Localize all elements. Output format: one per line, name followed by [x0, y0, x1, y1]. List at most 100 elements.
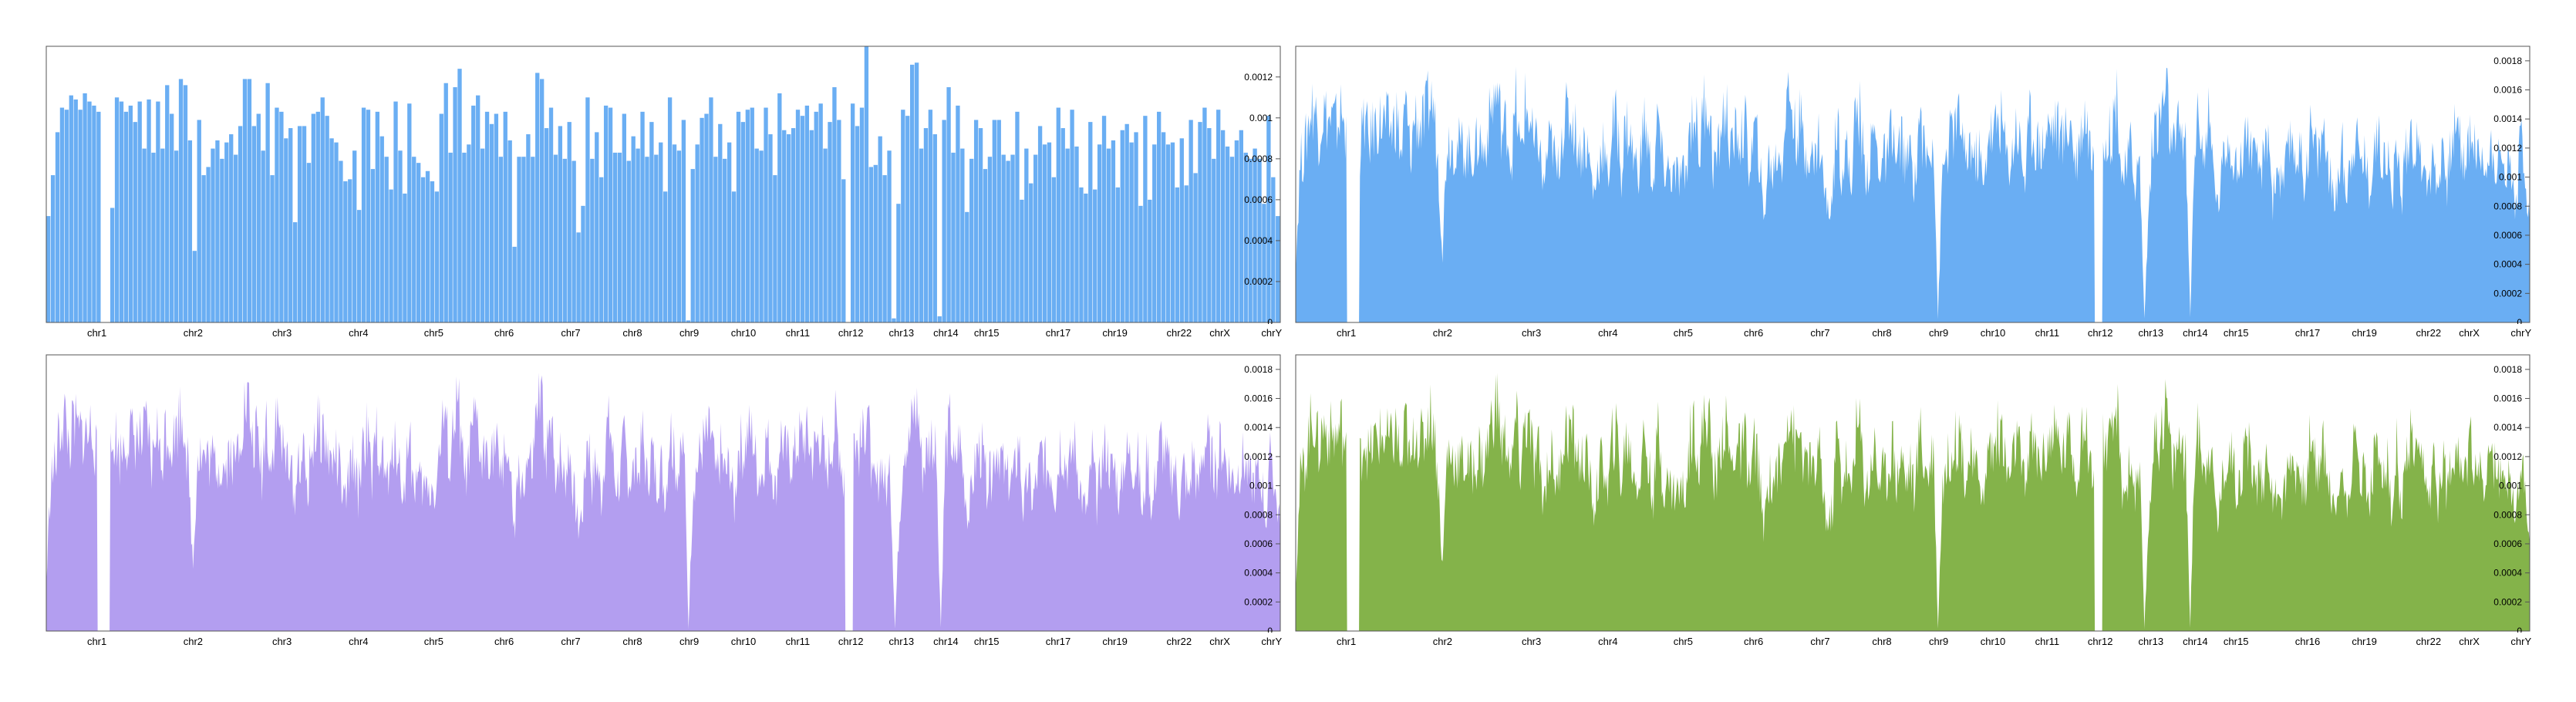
chromosome-label: chr13	[2139, 636, 2164, 647]
plot-frame	[46, 354, 1281, 632]
bar	[389, 189, 393, 322]
bar	[375, 111, 379, 323]
bar	[996, 120, 1001, 322]
bar	[951, 152, 956, 322]
y-tick-label: 0	[1267, 317, 1273, 324]
chromosome-label: chr17	[1046, 327, 1071, 339]
bar	[1165, 144, 1171, 322]
bar	[1148, 199, 1152, 322]
bar	[740, 122, 746, 322]
bar	[1056, 107, 1060, 322]
y-tick-label: 0.0014	[1244, 422, 1273, 433]
bar	[960, 148, 965, 322]
bar	[1111, 140, 1116, 322]
chromosome-label: chrY	[2510, 636, 2531, 647]
bar	[1001, 154, 1006, 322]
bar	[306, 163, 312, 322]
bar	[1161, 132, 1166, 322]
bar	[197, 120, 201, 322]
chromosome-label: chr22	[1167, 327, 1192, 339]
chromosome-label: chr13	[2139, 327, 2164, 339]
bar	[1225, 146, 1230, 322]
bar	[622, 113, 626, 322]
y-tick-label: 0.0018	[2493, 364, 2522, 375]
bar	[480, 148, 485, 322]
bar	[1170, 142, 1175, 322]
bar	[83, 93, 87, 323]
bar	[379, 136, 384, 322]
bar	[279, 111, 284, 323]
bar	[92, 105, 96, 322]
y-tick-label: 0.0008	[2493, 201, 2522, 211]
y-tick-label: 0.001	[1249, 481, 1273, 491]
y-tick-label: 0.0014	[2493, 422, 2522, 433]
bar	[1020, 199, 1024, 322]
bar	[320, 97, 325, 323]
bar	[302, 126, 307, 322]
bar	[548, 107, 554, 322]
bar	[1257, 158, 1262, 322]
chromosome-axis: chr1 chr2 chr3 chr4 chr5 chr6 chr7 chr8 chr9 chr1…	[87, 636, 1283, 647]
bar	[731, 191, 737, 322]
bar	[261, 150, 265, 322]
bar	[892, 318, 896, 322]
bar	[818, 103, 823, 322]
chart-panel-top-left: 0 0.0002 0.0004 0.0006 0.0008 0.001 0.0012 chr…	[45, 45, 1286, 339]
bar	[1060, 128, 1065, 322]
bar	[242, 79, 248, 323]
bar	[709, 97, 713, 323]
bar	[590, 158, 595, 322]
bar	[64, 110, 69, 322]
bar	[393, 101, 398, 322]
y-tick-label: 0.001	[1249, 113, 1273, 123]
chromosome-label: chr7	[561, 327, 580, 339]
bar	[211, 148, 215, 322]
bar	[973, 120, 979, 322]
y-tick-label: 0	[1267, 626, 1273, 633]
chromosome-label: chr19	[1102, 327, 1128, 339]
bar	[795, 110, 801, 322]
plot-frame	[46, 46, 1281, 323]
bar	[1212, 158, 1216, 322]
bar	[471, 105, 476, 322]
chromosome-label: chr14	[2183, 636, 2208, 647]
bar	[603, 105, 609, 322]
y-tick-label: 0.0004	[1244, 235, 1273, 246]
bar	[553, 154, 558, 322]
y-tick-label: 0.0012	[2493, 143, 2522, 154]
bar	[887, 150, 892, 322]
bar	[512, 246, 517, 322]
series-area	[1296, 66, 2530, 322]
bar	[768, 134, 773, 322]
bar	[558, 126, 563, 322]
bar	[686, 320, 690, 322]
plot-frame	[1295, 354, 2530, 632]
bar	[1175, 187, 1180, 322]
bar	[1134, 132, 1138, 322]
bar	[297, 126, 302, 322]
bar	[503, 111, 507, 323]
bar	[201, 175, 206, 322]
bar	[809, 130, 814, 322]
bar	[412, 157, 416, 322]
bar	[183, 85, 188, 322]
bar	[914, 62, 919, 323]
bar	[1024, 148, 1029, 322]
bar	[348, 179, 352, 322]
bar	[585, 97, 590, 323]
bar	[595, 132, 599, 322]
bar	[1152, 144, 1157, 322]
y-tick-label: 0.0016	[2493, 393, 2522, 404]
bar	[581, 205, 585, 322]
bar	[215, 140, 220, 322]
bar	[160, 148, 165, 322]
bar	[329, 138, 334, 322]
bar	[937, 316, 942, 322]
bar	[700, 117, 704, 322]
bar	[352, 150, 357, 322]
bar	[531, 157, 535, 322]
bar	[1088, 122, 1093, 322]
bar	[1248, 158, 1253, 322]
chromosome-label: chr11	[786, 327, 811, 339]
chromosome-axis: chr1 chr2 chr3 chr4 chr5 chr6 chr7 chr8 chr9 chr1…	[1337, 327, 2532, 339]
